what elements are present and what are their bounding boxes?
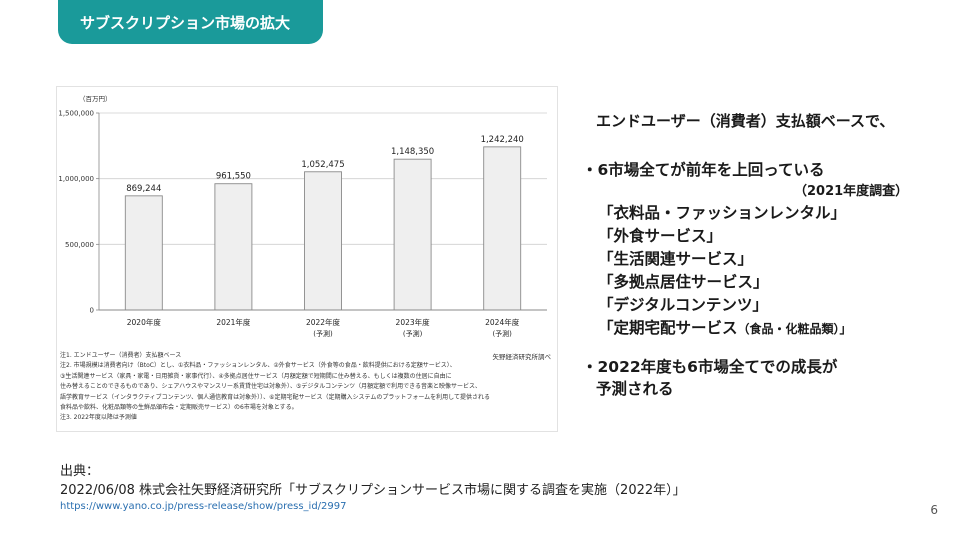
y-tick-label: 500,000 bbox=[65, 241, 94, 249]
bar-chart-svg: （百万円） 0 500,000 1,000,000 1,500,000 869,244 20… bbox=[58, 95, 547, 338]
y-tick-label: 0 bbox=[90, 307, 94, 315]
bar-value-label: 1,148,350 bbox=[391, 147, 434, 157]
market-item-label: 「定期宅配サービス bbox=[598, 319, 738, 337]
summary-point-2-line-1: ・2022年度も6市場全てでの成長が bbox=[582, 358, 838, 376]
bar bbox=[483, 146, 522, 311]
market-size-chart: （百万円） 0 500,000 1,000,000 1,500,000 869,244 20… bbox=[56, 86, 558, 432]
x-category-label: 2023年度 bbox=[396, 317, 431, 327]
summary-point-2: ・2022年度も6市場全てでの成長が 予測される bbox=[582, 356, 837, 400]
market-item-sublabel: （食品・化粧品類）」 bbox=[737, 322, 852, 336]
x-category-sublabel: (予測) bbox=[403, 329, 423, 338]
bar bbox=[214, 183, 253, 311]
market-item: 「衣料品・ファッションレンタル」 bbox=[598, 202, 852, 225]
chart-note-line: 住み替えることのできるものであり、シェアハウスやマンスリー系賃貸住宅は対象外）、… bbox=[60, 383, 482, 391]
x-category-label: 2024年度 bbox=[485, 317, 520, 327]
chart-note-line: 食料品や飲料、化粧品類等の生鮮品頒布会・定期販売サービス）の6市場を対象とする。 bbox=[60, 404, 298, 412]
chart-notes: 注1. エンドユーザー（消費者）支払額ベース注2. 市場規模は消費者向け（Bto… bbox=[60, 351, 552, 424]
bar bbox=[393, 158, 432, 311]
summary-point-1: ・6市場全てが前年を上回っている bbox=[582, 161, 825, 179]
market-list: 「衣料品・ファッションレンタル」 「外食サービス」「生活関連サービス」 「多拠点居住… bbox=[598, 202, 852, 340]
chart-note-line: ③生活関連サービス（家具・家電・日用雑貨・家事代行）、④多拠点居住サービス（月額… bbox=[60, 372, 452, 380]
chart-note-line: 注1. エンドユーザー（消費者）支払額ベース bbox=[60, 352, 182, 359]
market-item: 「生活関連サービス」 bbox=[598, 248, 852, 271]
bar-value-label: 1,052,475 bbox=[301, 160, 344, 170]
summary-lead: エンドユーザー（消費者）支払額ベースで、 bbox=[596, 112, 895, 130]
x-category-sublabel: (予測) bbox=[492, 329, 512, 338]
survey-year-note: （2021年度調査） bbox=[794, 184, 909, 199]
header-title: サブスクリプション市場の拡大 bbox=[80, 13, 291, 32]
citation: 出典： 2022/06/08 株式会社矢野経済研究所「サブスクリプションサービス… bbox=[60, 462, 686, 514]
bar-value-label: 961,550 bbox=[216, 172, 251, 182]
market-item-label: 「多拠点居住サービス」 bbox=[598, 273, 769, 291]
y-axis-unit-label: （百万円） bbox=[79, 95, 112, 103]
bar-value-label: 869,244 bbox=[126, 184, 161, 194]
market-item-label: 「外食サービス」 bbox=[598, 227, 723, 245]
market-item: 「外食サービス」 bbox=[598, 225, 852, 248]
citation-label: 出典： bbox=[60, 464, 100, 479]
summary-point-2-line-2: 予測される bbox=[596, 380, 674, 398]
market-item-label: 「衣料品・ファッションレンタル」 bbox=[598, 204, 847, 222]
y-tick-label: 1,500,000 bbox=[58, 110, 94, 118]
chart-note-line: 注3. 2022年度以降は予測値 bbox=[60, 414, 137, 422]
citation-text: 2022/06/08 株式会社矢野経済研究所「サブスクリプションサービス市場に関… bbox=[60, 483, 686, 498]
bar bbox=[124, 195, 163, 311]
bar bbox=[304, 171, 342, 311]
header-title-tab: サブスクリプション市場の拡大 bbox=[58, 0, 323, 44]
market-item-label: 「デジタルコンテンツ」 bbox=[598, 296, 768, 314]
market-item: 「デジタルコンテンツ」 bbox=[598, 294, 852, 317]
chart-note-line: 注2. 市場規模は消費者向け（BtoC）とし、①衣料品・ファッションレンタル、②… bbox=[60, 362, 456, 370]
page-number: 6 bbox=[930, 503, 938, 517]
bar-value-label: 1,242,240 bbox=[481, 135, 524, 145]
chart-note-line: 語学教育サービス（インタラクティブコンテンツ、個人通信教育は対象外））、⑥定期宅… bbox=[60, 393, 491, 401]
x-category-label: 2020年度 bbox=[127, 317, 162, 327]
x-category-sublabel: (予測) bbox=[313, 329, 333, 338]
chart-source: 矢野経済研究所調べ bbox=[492, 353, 552, 361]
x-category-label: 2022年度 bbox=[306, 317, 341, 327]
citation-link[interactable]: https://www.yano.co.jp/press-release/sho… bbox=[60, 501, 347, 512]
market-item: 「多拠点居住サービス」 bbox=[598, 271, 852, 294]
y-tick-label: 1,000,000 bbox=[58, 175, 94, 183]
market-item-label: 「生活関連サービス」 bbox=[598, 250, 754, 268]
market-item: 「定期宅配サービス（食品・化粧品類）」 bbox=[598, 317, 852, 340]
x-category-label: 2021年度 bbox=[216, 317, 251, 327]
